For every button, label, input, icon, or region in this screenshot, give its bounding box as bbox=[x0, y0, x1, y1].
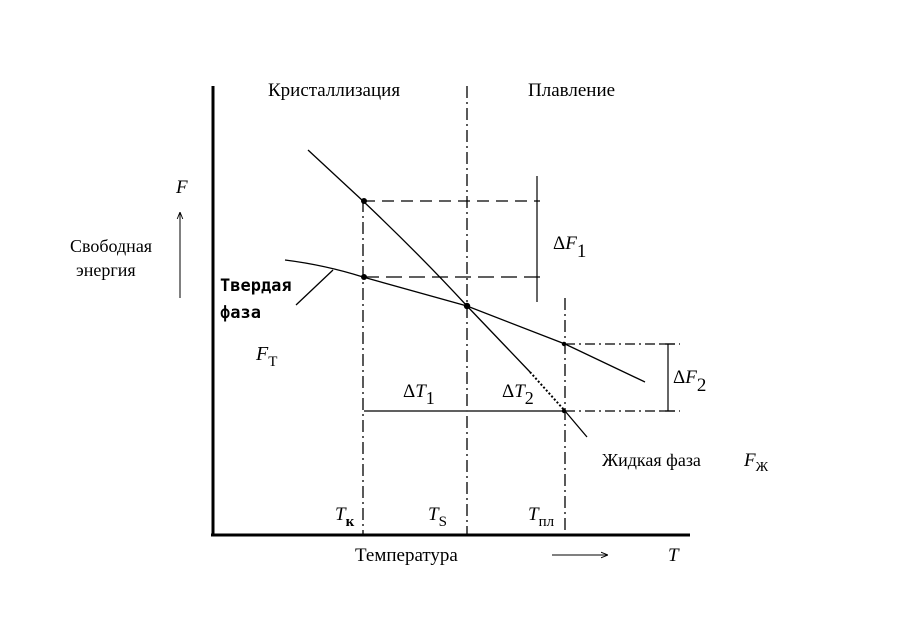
x-axis-label: Температура bbox=[355, 545, 458, 566]
delta-t2-symbol: T bbox=[514, 381, 526, 402]
point-intersection-ts bbox=[463, 302, 471, 310]
delta-f2-subscript: 2 bbox=[697, 375, 707, 396]
ts-subscript: S bbox=[439, 514, 447, 530]
liquid-phase-subscript: Ж bbox=[756, 460, 769, 475]
solid-phase-subscript: Т bbox=[268, 354, 277, 370]
delta-t2-label: ΔT2 bbox=[502, 381, 534, 408]
delta-f1-symbol: F bbox=[564, 233, 577, 254]
tpl-symbol: T bbox=[528, 504, 540, 525]
y-axis-symbol: F bbox=[175, 177, 188, 198]
tk-label: Tк bbox=[335, 504, 355, 530]
tpl-subscript: пл bbox=[539, 514, 555, 530]
ts-label: TS bbox=[428, 504, 447, 530]
delta-f2-symbol: F bbox=[684, 367, 697, 388]
solid-phase-label-line2: фаза bbox=[220, 303, 261, 323]
point-solid-tk bbox=[361, 274, 367, 280]
liquid-phase-symbol: FЖ bbox=[743, 450, 769, 475]
point-liquid-tpl bbox=[561, 408, 567, 414]
delta-f1-label: ΔF1 bbox=[553, 233, 586, 262]
solid-phase-curve bbox=[284, 259, 646, 383]
tpl-label: Tпл bbox=[528, 504, 555, 530]
delta-t1-prefix: Δ bbox=[403, 381, 415, 402]
delta-f2-prefix: Δ bbox=[673, 367, 685, 388]
melting-label: Плавление bbox=[528, 80, 615, 101]
liquid-phase-curve bbox=[307, 149, 531, 373]
delta-f1-subscript: 1 bbox=[577, 241, 587, 262]
solid-phase-symbol-f: F bbox=[255, 343, 269, 365]
point-solid-tpl bbox=[561, 341, 567, 347]
delta-f2-label: ΔF2 bbox=[673, 367, 706, 396]
solid-phase-pointer bbox=[295, 269, 334, 306]
delta-t2-subscript: 2 bbox=[525, 388, 534, 408]
ts-symbol: T bbox=[428, 504, 440, 525]
y-axis-label-line1: Свободная bbox=[70, 236, 152, 256]
delta-t1-label: ΔT1 bbox=[403, 381, 435, 408]
tk-symbol: T bbox=[335, 504, 347, 525]
solid-phase-label-line1: Твердая bbox=[220, 276, 292, 296]
point-liquid-tk bbox=[361, 198, 367, 204]
y-axis-label-line2: энергия bbox=[76, 260, 136, 280]
tk-subscript: к bbox=[346, 514, 355, 530]
delta-f1-prefix: Δ bbox=[553, 233, 565, 254]
delta-t1-subscript: 1 bbox=[426, 388, 435, 408]
liquid-phase-label: Жидкая фаза bbox=[602, 450, 701, 470]
delta-t2-prefix: Δ bbox=[502, 381, 514, 402]
crystallization-label: Кристаллизация bbox=[268, 80, 400, 101]
liquid-phase-symbol-f: F bbox=[743, 450, 756, 471]
liquid-phase-curve-tail bbox=[564, 410, 588, 438]
liquid-phase-curve-dotted bbox=[529, 371, 566, 412]
solid-phase-symbol: FТ bbox=[255, 343, 277, 370]
delta-t1-symbol: T bbox=[415, 381, 427, 402]
x-axis-symbol: T bbox=[668, 545, 680, 566]
